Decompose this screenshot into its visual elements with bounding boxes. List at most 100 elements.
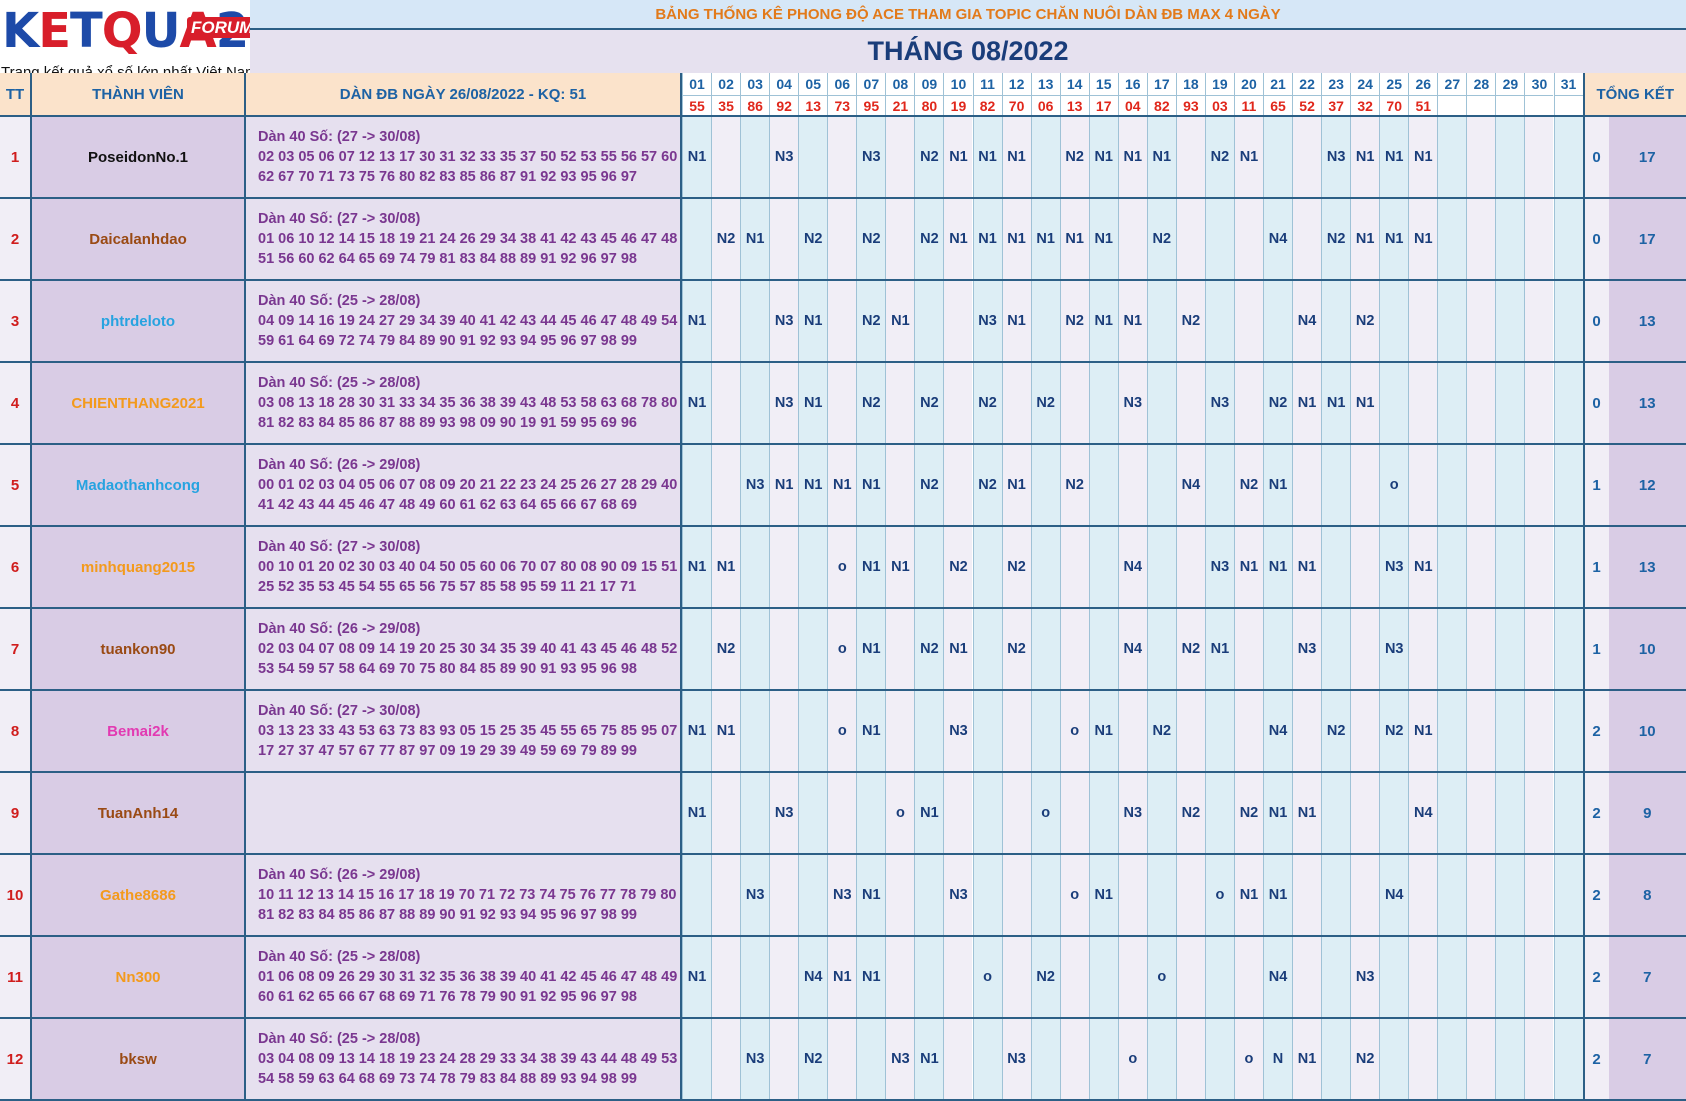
day-status-cell: N2 <box>1321 691 1351 771</box>
day-status-cell: N1 <box>1263 773 1293 853</box>
row-number: 12 <box>0 1019 32 1099</box>
summary-count-b: 13 <box>1608 363 1686 443</box>
day-header: 02 <box>711 73 741 95</box>
day-status-cell <box>885 691 915 771</box>
day-status-cell: N1 <box>1204 609 1234 689</box>
day-status-cell: N3 <box>769 281 799 361</box>
day-status-cell: N2 <box>856 363 886 443</box>
day-status-cell: N1 <box>682 281 712 361</box>
day-status-cell <box>1059 527 1089 607</box>
day-header: 11 <box>972 73 1002 95</box>
day-status-cell <box>1466 363 1496 443</box>
day-status-cell: N2 <box>1175 281 1205 361</box>
day-header: 12 <box>1001 73 1031 95</box>
day-status-cell: o <box>1030 773 1060 853</box>
day-status-cell <box>740 773 770 853</box>
day-status-cell <box>1292 937 1322 1017</box>
day-status-cell <box>1030 445 1060 525</box>
member-name[interactable]: TuanAnh14 <box>32 773 246 853</box>
day-status-cell <box>1437 527 1467 607</box>
day-header: 15 <box>1088 73 1118 95</box>
day-status-cell <box>1350 855 1380 935</box>
day-status-cell: N1 <box>740 199 770 279</box>
day-status-cell: N1 <box>798 363 828 443</box>
day-status-cell <box>1059 773 1089 853</box>
day-status-cell <box>1466 1019 1496 1099</box>
day-status-cell: N2 <box>914 609 944 689</box>
member-name[interactable]: Daicalanhdao <box>32 199 246 279</box>
row-divider <box>0 935 1686 937</box>
day-status-cell: N4 <box>1263 199 1293 279</box>
day-result: 86 <box>740 95 770 115</box>
day-status-cell: N2 <box>798 1019 828 1099</box>
day-status-cell <box>711 1019 741 1099</box>
member-name[interactable]: phtrdeloto <box>32 281 246 361</box>
member-name[interactable]: Gathe8686 <box>32 855 246 935</box>
day-status-cell <box>740 117 770 197</box>
day-status-cell: o <box>1117 1019 1147 1099</box>
day-status-cell <box>1146 855 1176 935</box>
day-status-cell <box>1466 527 1496 607</box>
day-result: 37 <box>1321 95 1351 115</box>
ketqua2-forum-logo[interactable]: KETQUA2 FORUM Trang kết quả xổ số lớn nh… <box>0 0 250 84</box>
day-status-cell: o <box>1379 445 1409 525</box>
day-status-cell: o <box>1059 855 1089 935</box>
day-status-cell <box>769 1019 799 1099</box>
day-status-cell <box>1553 363 1583 443</box>
day-status-cell: N1 <box>711 691 741 771</box>
member-name[interactable]: minhquang2015 <box>32 527 246 607</box>
day-status-cell <box>1408 855 1438 935</box>
member-name[interactable]: Madaothanhcong <box>32 445 246 525</box>
day-status-cell <box>1379 937 1409 1017</box>
day-status-cell <box>1495 855 1525 935</box>
day-status-cell <box>972 527 1002 607</box>
member-name[interactable]: Bemai2k <box>32 691 246 771</box>
day-status-cell <box>1495 1019 1525 1099</box>
day-status-cell <box>1350 691 1380 771</box>
member-name[interactable]: Nn300 <box>32 937 246 1017</box>
day-status-cell <box>1030 281 1060 361</box>
day-status-cell: N2 <box>711 199 741 279</box>
dan-title: Dàn 40 Số: (27 -> 30/08) <box>258 129 421 145</box>
day-status-cell <box>885 117 915 197</box>
day-status-cell: N4 <box>798 937 828 1017</box>
day-status-cell <box>1001 691 1031 771</box>
day-result: 06 <box>1030 95 1060 115</box>
member-name[interactable]: PoseidonNo.1 <box>32 117 246 197</box>
day-status-cell <box>972 609 1002 689</box>
day-header: 18 <box>1175 73 1205 95</box>
dan-numbers: Dàn 40 Số: (26 -> 29/08) 02 03 04 07 08 0… <box>246 609 682 689</box>
day-status-cell <box>769 937 799 1017</box>
member-name[interactable]: tuankon90 <box>32 609 246 689</box>
day-status-cell <box>1233 363 1263 443</box>
day-status-cell: N1 <box>1233 117 1263 197</box>
row-divider <box>0 771 1686 773</box>
member-name[interactable]: CHIENTHANG2021 <box>32 363 246 443</box>
day-status-cell <box>1524 773 1554 853</box>
day-status-cell: N2 <box>1263 363 1293 443</box>
day-status-cell: N2 <box>1001 527 1031 607</box>
day-status-cell <box>1495 527 1525 607</box>
row-number: 6 <box>0 527 32 607</box>
day-header: 22 <box>1292 73 1322 95</box>
day-status-cell: N3 <box>885 1019 915 1099</box>
day-status-cell <box>1088 445 1118 525</box>
day-status-cell <box>1321 445 1351 525</box>
day-status-cell <box>1466 691 1496 771</box>
day-result: 19 <box>943 95 973 115</box>
member-name[interactable]: bksw <box>32 1019 246 1099</box>
day-status-cell <box>1175 527 1205 607</box>
day-status-cell <box>1088 363 1118 443</box>
day-status-cell: N1 <box>1088 281 1118 361</box>
dan-line: 60 61 62 65 66 67 68 69 71 76 78 79 90 9… <box>258 989 637 1005</box>
day-status-cell: N1 <box>1117 117 1147 197</box>
day-status-cell <box>1524 855 1554 935</box>
dan-line: 03 04 08 09 13 14 18 19 23 24 28 29 33 3… <box>258 1051 678 1067</box>
dan-line: 01 06 10 12 14 15 18 19 21 24 26 29 34 3… <box>258 231 678 247</box>
day-status-cell <box>798 855 828 935</box>
day-status-cell <box>1495 199 1525 279</box>
day-status-cell: o <box>1233 1019 1263 1099</box>
day-status-cell: N3 <box>1204 527 1234 607</box>
day-status-cell: N1 <box>1292 1019 1322 1099</box>
day-status-cell <box>682 609 712 689</box>
